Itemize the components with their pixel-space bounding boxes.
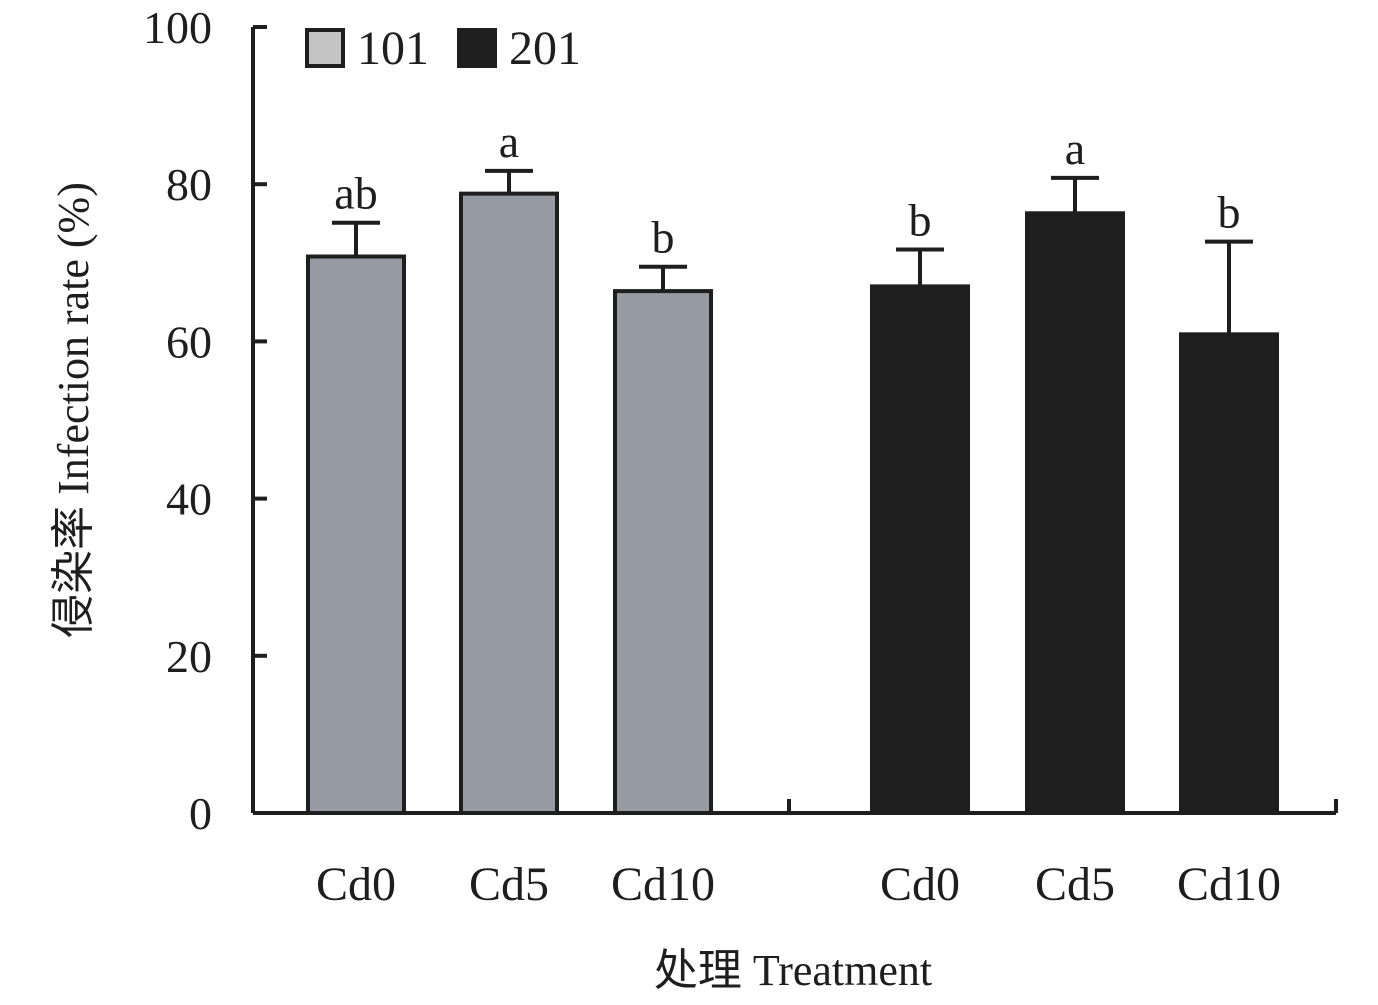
bars: ab Cd0 a Cd5 b Cd10 b Cd0 a Cd5 b Cd10 [306, 116, 1281, 911]
x-tick-label: Cd10 [611, 858, 715, 911]
y-tick-label: 80 [166, 159, 212, 210]
significance-label: b [652, 212, 675, 263]
significance-label: b [1218, 187, 1241, 238]
bar [459, 191, 559, 815]
x-axis-label: 处理 Treatment [654, 946, 932, 995]
axes: 0 20 40 60 80 100 [143, 2, 1338, 839]
bar [613, 289, 713, 815]
significance-label: a [499, 116, 519, 167]
legend-label: 101 [357, 22, 429, 75]
y-axis-label: 侵染率 Infection rate (%) [49, 182, 98, 638]
legend-swatch [457, 28, 497, 68]
significance-label: ab [334, 168, 377, 219]
legend: 101 201 [305, 22, 581, 75]
x-tick-label: Cd5 [1035, 858, 1115, 911]
bar [306, 254, 406, 815]
significance-label: a [1065, 123, 1085, 174]
legend-label: 201 [509, 22, 581, 75]
x-tick-label: Cd0 [316, 858, 396, 911]
significance-label: b [909, 194, 932, 245]
y-tick-label: 40 [166, 474, 212, 525]
y-tick-label: 0 [189, 788, 212, 839]
y-tick-label: 60 [166, 316, 212, 367]
x-tick-label: Cd0 [880, 858, 960, 911]
x-tick-label: Cd5 [469, 858, 549, 911]
bar [870, 284, 970, 815]
bar [1179, 332, 1279, 815]
y-tick-label: 20 [166, 631, 212, 682]
bar [1025, 211, 1125, 816]
y-tick-label: 100 [143, 2, 212, 53]
x-tick-label: Cd10 [1177, 858, 1281, 911]
legend-swatch [305, 28, 345, 68]
